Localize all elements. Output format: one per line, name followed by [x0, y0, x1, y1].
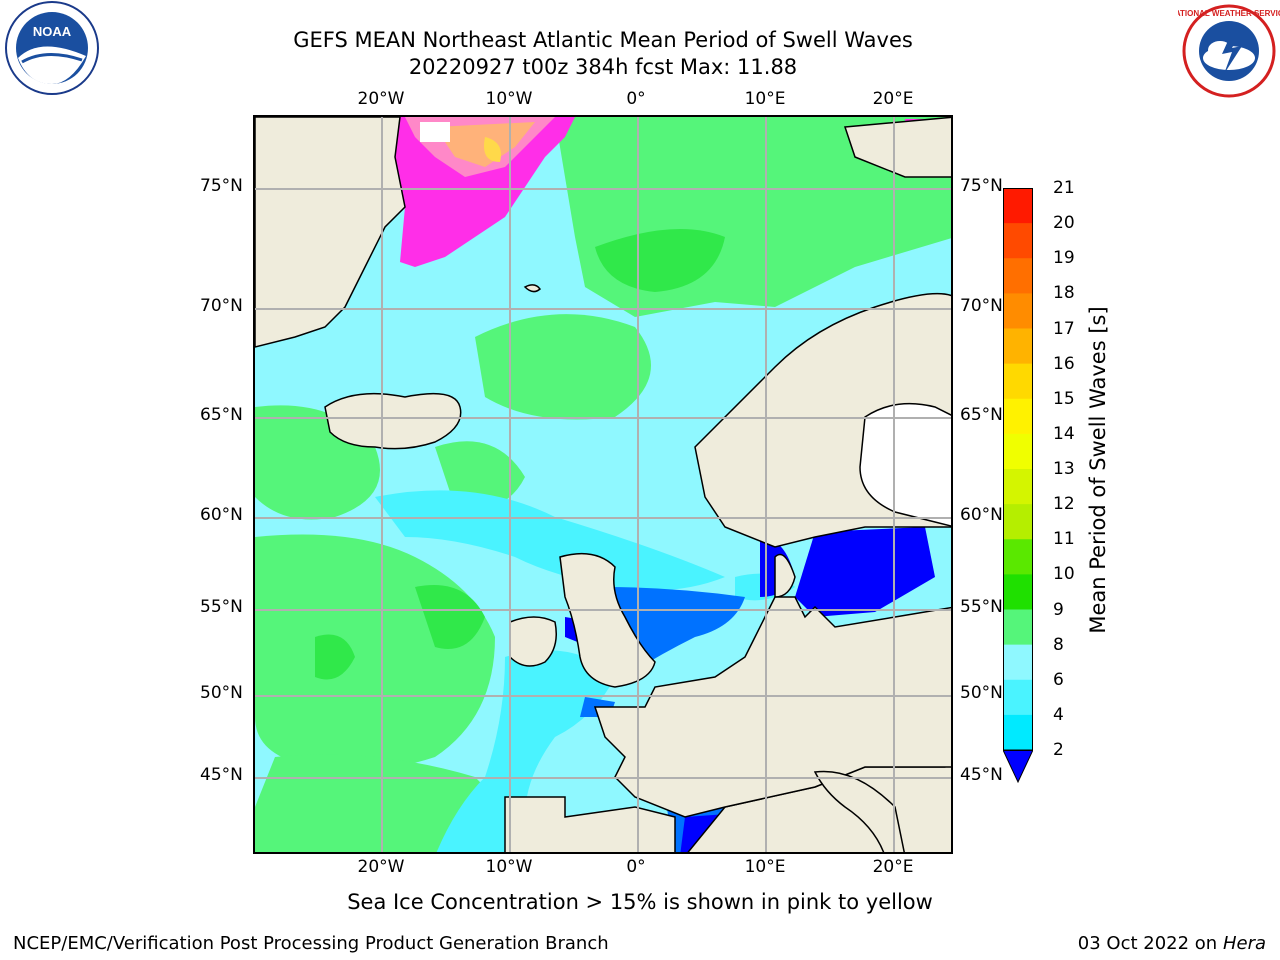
colorbar-segment: [1003, 398, 1033, 435]
lat-label-65n-right: 65°N: [960, 405, 1003, 425]
colorbar-segment: [1003, 293, 1033, 330]
chart-title: GEFS MEAN Northeast Atlantic Mean Period…: [293, 28, 913, 52]
lat-label-45n-left: 45°N: [200, 765, 243, 785]
sea-ice-area: [385, 117, 925, 267]
colorbar-tick-label: 6: [1053, 669, 1064, 690]
colorbar-tick-label: 15: [1053, 388, 1075, 409]
swell-10s-contours: [255, 117, 951, 852]
lon-label-10e-bottom: 10°E: [744, 857, 786, 877]
colorbar-segment: [1003, 539, 1033, 575]
lat-label-70n-left: 70°N: [200, 296, 243, 316]
lat-label-60n-right: 60°N: [960, 505, 1003, 525]
lon-label-20w-bottom: 20°W: [357, 857, 405, 877]
colorbar: [1003, 188, 1033, 783]
swell-period-map: [253, 115, 953, 854]
colorbar-tick-label: 17: [1053, 318, 1075, 339]
land-masses: [255, 117, 951, 852]
lat-label-55n-right: 55°N: [960, 597, 1003, 617]
colorbar-tick-label: 12: [1053, 494, 1075, 515]
lat-label-55n-left: 55°N: [200, 597, 243, 617]
colorbar-title: Mean Period of Swell Waves [s]: [1086, 306, 1110, 634]
colorbar-tick-label: 21: [1053, 178, 1075, 198]
colorbar-segment: [1003, 328, 1033, 365]
lon-label-10w-bottom: 10°W: [485, 857, 533, 877]
colorbar-tick-label: 10: [1053, 564, 1075, 585]
colorbar-tick-label: 14: [1053, 423, 1075, 444]
lat-label-50n-left: 50°N: [200, 683, 243, 703]
colorbar-segment: [1003, 258, 1033, 294]
lon-label-0-top: 0°: [626, 89, 646, 109]
noaa-logo-text: NOAA: [33, 24, 72, 39]
colorbar-tick-label: 16: [1053, 353, 1075, 374]
sea-ice-caption: Sea Ice Concentration > 15% is shown in …: [347, 890, 933, 914]
colorbar-segment: [1003, 188, 1033, 224]
colorbar-tick-label: 19: [1053, 248, 1075, 269]
colorbar-segment: [1003, 363, 1033, 400]
lon-label-20e-top: 20°E: [872, 89, 914, 109]
colorbar-segment: [1003, 714, 1033, 751]
colorbar-segment: [1003, 609, 1033, 646]
footer-date: 03 Oct 2022 on Hera: [1078, 933, 1266, 954]
lat-label-75n-right: 75°N: [960, 176, 1003, 196]
nws-logo: NATIONAL WEATHER SERVICE: [1169, 2, 1280, 100]
graticule: [255, 117, 951, 852]
colorbar-segment: [1003, 469, 1033, 505]
colorbar-tick-label: 11: [1053, 529, 1075, 550]
colorbar-segment: [1003, 223, 1033, 259]
lat-label-70n-right: 70°N: [960, 296, 1003, 316]
colorbar-border: [1003, 188, 1033, 751]
colorbar-tick-label: 20: [1053, 213, 1075, 234]
lat-label-75n-left: 75°N: [200, 176, 243, 196]
colorbar-tick-label: 4: [1053, 704, 1064, 725]
nws-logo-text: NATIONAL WEATHER SERVICE: [1178, 9, 1280, 18]
footer-date-text: 03 Oct 2022 on: [1077, 933, 1223, 954]
chart-subtitle: 20220927 t00z 384h fcst Max: 11.88: [408, 55, 798, 79]
lon-label-20e-bottom: 20°E: [872, 857, 914, 877]
lon-label-10w-top: 10°W: [485, 89, 533, 109]
footer-credit: NCEP/EMC/Verification Post Processing Pr…: [13, 933, 609, 954]
colorbar-segment: [1003, 644, 1033, 681]
colorbar-tick-label: 18: [1053, 283, 1075, 304]
colorbar-underflow-triangle: [1003, 749, 1033, 783]
lat-label-60n-left: 60°N: [200, 505, 243, 525]
lat-label-50n-right: 50°N: [960, 683, 1003, 703]
lat-label-65n-left: 65°N: [200, 405, 243, 425]
noaa-logo: NOAA: [0, 0, 104, 100]
colorbar-segment: [1003, 433, 1033, 470]
colorbar-segment: [1003, 679, 1033, 716]
colorbar-tick-label: 9: [1053, 599, 1064, 620]
lon-label-20w-top: 20°W: [357, 89, 405, 109]
lon-label-10e-top: 10°E: [744, 89, 786, 109]
colorbar-segment: [1003, 504, 1033, 540]
colorbar-segment: [1003, 574, 1033, 611]
map-canvas: [255, 117, 951, 852]
lon-label-0-bottom: 0°: [626, 857, 646, 877]
colorbar-tick-label: 8: [1053, 634, 1064, 655]
colorbar-tick-label: 13: [1053, 459, 1075, 479]
colorbar-tick-label: 2: [1053, 740, 1064, 760]
lat-label-45n-right: 45°N: [960, 765, 1003, 785]
footer-host: Hera: [1222, 933, 1266, 954]
